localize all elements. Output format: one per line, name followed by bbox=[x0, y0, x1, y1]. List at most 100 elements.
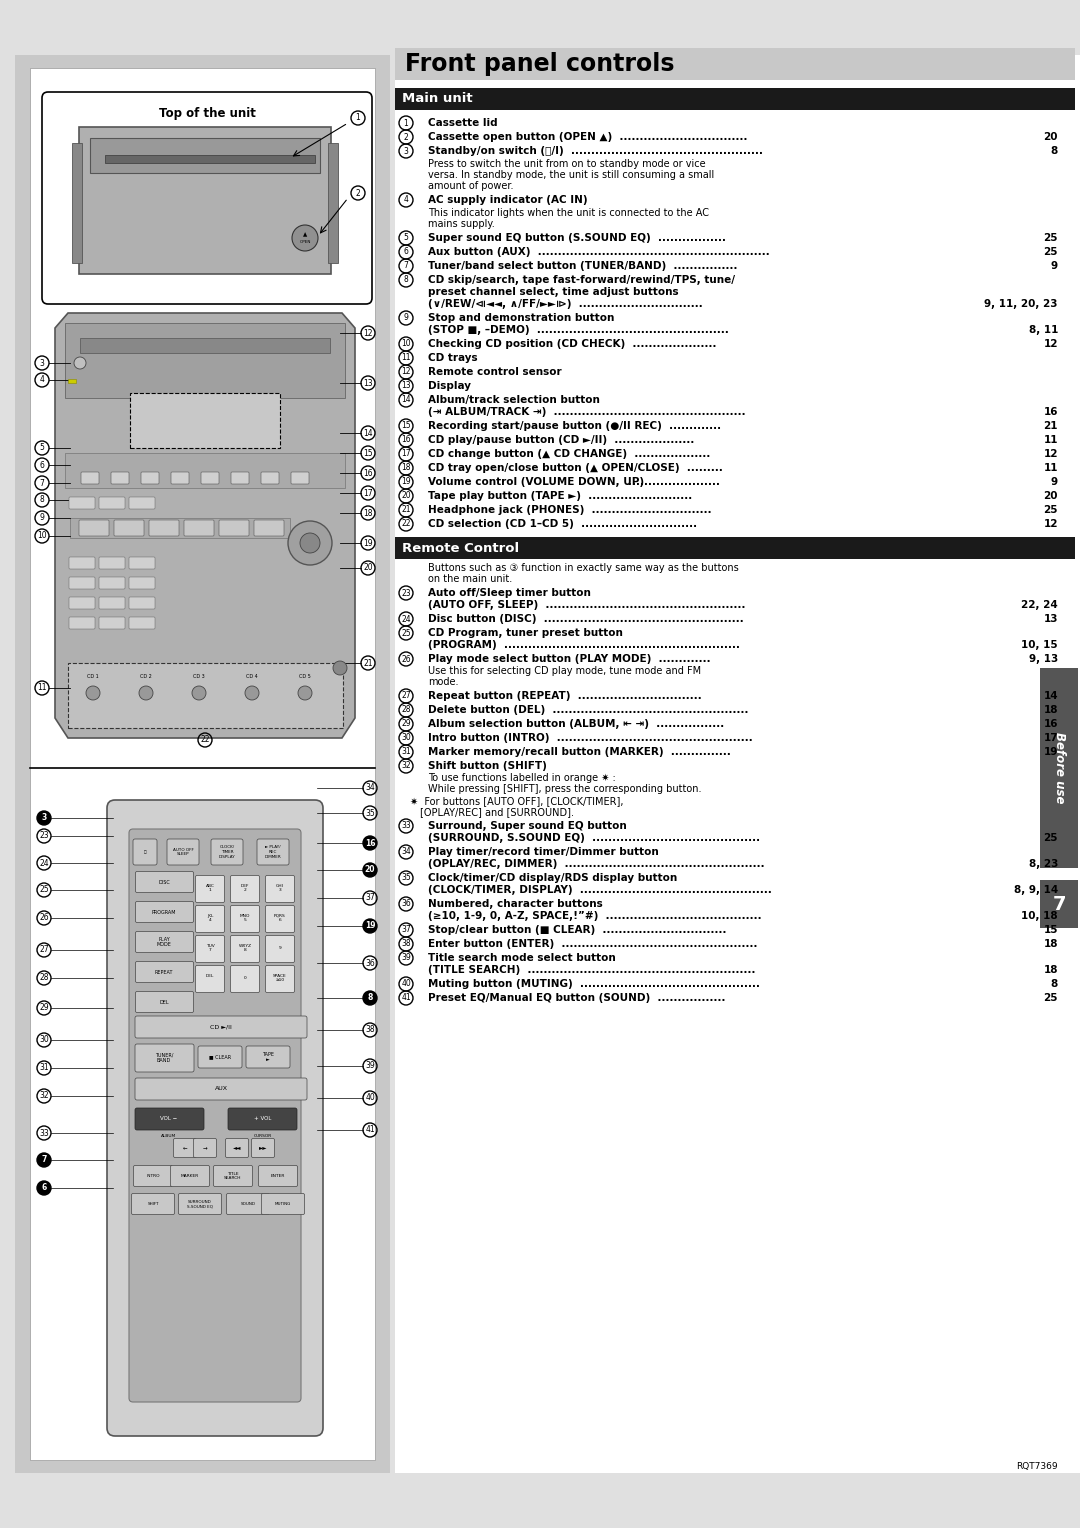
Text: 7: 7 bbox=[40, 478, 44, 487]
Text: Headphone jack (PHONES)  ..............................: Headphone jack (PHONES) ................… bbox=[428, 504, 712, 515]
Circle shape bbox=[363, 863, 377, 877]
Text: 21: 21 bbox=[1043, 422, 1058, 431]
Text: 5: 5 bbox=[40, 443, 44, 452]
Text: 17: 17 bbox=[1043, 733, 1058, 743]
FancyBboxPatch shape bbox=[114, 520, 144, 536]
Circle shape bbox=[37, 1181, 51, 1195]
Text: 11: 11 bbox=[1043, 463, 1058, 474]
Text: 37: 37 bbox=[401, 926, 410, 935]
Text: (STOP ■, –DEMO)  ................................................: (STOP ■, –DEMO) ........................… bbox=[428, 325, 729, 335]
Text: Remote control sensor: Remote control sensor bbox=[428, 367, 562, 377]
FancyBboxPatch shape bbox=[266, 935, 295, 963]
FancyBboxPatch shape bbox=[135, 961, 193, 983]
Text: 12: 12 bbox=[363, 329, 373, 338]
FancyBboxPatch shape bbox=[42, 92, 372, 304]
Text: 19: 19 bbox=[1043, 747, 1058, 756]
Text: Press to switch the unit from on to standby mode or vice: Press to switch the unit from on to stan… bbox=[428, 159, 705, 170]
Text: Auto off/Sleep timer button: Auto off/Sleep timer button bbox=[428, 588, 591, 597]
Text: TAPE
►: TAPE ► bbox=[262, 1051, 274, 1062]
FancyBboxPatch shape bbox=[135, 1077, 307, 1100]
Text: 8: 8 bbox=[1051, 979, 1058, 989]
Bar bbox=[72, 144, 82, 263]
Text: Cassette open button (OPEN ▲)  ................................: Cassette open button (OPEN ▲) ..........… bbox=[428, 131, 747, 142]
FancyBboxPatch shape bbox=[195, 906, 225, 932]
Text: on the main unit.: on the main unit. bbox=[428, 575, 512, 584]
Text: 34: 34 bbox=[365, 784, 375, 793]
FancyBboxPatch shape bbox=[79, 127, 330, 274]
FancyBboxPatch shape bbox=[69, 558, 95, 568]
Text: 15: 15 bbox=[401, 422, 410, 431]
Bar bbox=[65, 322, 345, 397]
Bar bbox=[1040, 880, 1078, 927]
Text: Recording start/pause button (●/II REC)  .............: Recording start/pause button (●/II REC) … bbox=[428, 422, 721, 431]
Text: 20: 20 bbox=[365, 865, 375, 874]
Text: 11: 11 bbox=[1043, 435, 1058, 445]
Text: 13: 13 bbox=[401, 382, 410, 391]
Text: (CLOCK/TIMER, DISPLAY)  ................................................: (CLOCK/TIMER, DISPLAY) .................… bbox=[428, 885, 772, 895]
Text: PQRS
6: PQRS 6 bbox=[274, 914, 286, 923]
Text: 17: 17 bbox=[401, 449, 410, 458]
Text: CLOCK/
TIMER
DISPLAY: CLOCK/ TIMER DISPLAY bbox=[218, 845, 235, 859]
Text: 18: 18 bbox=[1043, 704, 1058, 715]
Text: 18: 18 bbox=[402, 463, 410, 472]
Text: While pressing [SHIFT], press the corresponding button.: While pressing [SHIFT], press the corres… bbox=[428, 784, 702, 795]
Text: Preset EQ/Manual EQ button (SOUND)  .................: Preset EQ/Manual EQ button (SOUND) .....… bbox=[428, 993, 737, 1002]
Text: MUTING: MUTING bbox=[274, 1203, 292, 1206]
Bar bbox=[30, 69, 375, 1459]
FancyBboxPatch shape bbox=[291, 472, 309, 484]
Text: 11: 11 bbox=[37, 683, 46, 692]
FancyBboxPatch shape bbox=[129, 497, 156, 509]
Bar bbox=[80, 338, 330, 353]
Text: ►►: ►► bbox=[259, 1146, 267, 1151]
FancyBboxPatch shape bbox=[69, 617, 95, 630]
FancyBboxPatch shape bbox=[129, 597, 156, 610]
FancyBboxPatch shape bbox=[174, 1138, 197, 1158]
Text: 30: 30 bbox=[401, 733, 410, 743]
FancyBboxPatch shape bbox=[81, 472, 99, 484]
Text: 39: 39 bbox=[365, 1062, 375, 1071]
Text: 15: 15 bbox=[1043, 924, 1058, 935]
Text: ABC
1: ABC 1 bbox=[205, 883, 215, 892]
FancyBboxPatch shape bbox=[69, 597, 95, 610]
FancyBboxPatch shape bbox=[141, 472, 159, 484]
Text: 20: 20 bbox=[1043, 490, 1058, 501]
Text: 2: 2 bbox=[404, 133, 408, 142]
Text: CD 4: CD 4 bbox=[246, 674, 258, 678]
Text: 25: 25 bbox=[1043, 833, 1058, 843]
Text: 23: 23 bbox=[39, 831, 49, 840]
Text: 9: 9 bbox=[1051, 477, 1058, 487]
Bar bbox=[68, 663, 343, 727]
Text: Album selection button (ALBUM, ⇤ ⇥)  .................: Album selection button (ALBUM, ⇤ ⇥) ....… bbox=[428, 720, 725, 729]
FancyBboxPatch shape bbox=[254, 520, 284, 536]
Text: 27: 27 bbox=[401, 692, 410, 700]
Text: 9: 9 bbox=[279, 946, 282, 950]
Text: 8: 8 bbox=[40, 495, 44, 504]
FancyBboxPatch shape bbox=[257, 839, 289, 865]
Text: 38: 38 bbox=[365, 1025, 375, 1034]
Text: Cassette lid: Cassette lid bbox=[428, 118, 498, 128]
Text: 1: 1 bbox=[355, 113, 361, 122]
Text: 18: 18 bbox=[363, 509, 373, 518]
Text: Tuner/band select button (TUNER/BAND)  ................: Tuner/band select button (TUNER/BAND) ..… bbox=[428, 261, 738, 270]
Text: (PROGRAM)  ...........................................................: (PROGRAM) ..............................… bbox=[428, 640, 740, 649]
Text: 20: 20 bbox=[401, 492, 410, 501]
Text: 31: 31 bbox=[39, 1063, 49, 1073]
Text: 8, 9, 14: 8, 9, 14 bbox=[1014, 885, 1058, 895]
Text: Shift button (SHIFT): Shift button (SHIFT) bbox=[428, 761, 546, 772]
Circle shape bbox=[300, 533, 320, 553]
Text: 9, 11, 20, 23: 9, 11, 20, 23 bbox=[985, 299, 1058, 309]
FancyBboxPatch shape bbox=[69, 578, 95, 588]
FancyBboxPatch shape bbox=[214, 1166, 253, 1187]
Text: CD change button (▲ CD CHANGE)  ...................: CD change button (▲ CD CHANGE) .........… bbox=[428, 449, 711, 458]
Text: 8: 8 bbox=[1051, 147, 1058, 156]
Text: + VOL: + VOL bbox=[254, 1117, 272, 1122]
Text: (SURROUND, S.SOUND EQ)  ..........................................: (SURROUND, S.SOUND EQ) .................… bbox=[428, 833, 760, 843]
Text: Play timer/record timer/Dimmer button: Play timer/record timer/Dimmer button bbox=[428, 847, 659, 857]
Bar bbox=[395, 55, 1080, 1473]
Text: Stop and demonstration button: Stop and demonstration button bbox=[428, 313, 615, 322]
Text: DEL: DEL bbox=[159, 999, 168, 1004]
Text: 19: 19 bbox=[363, 538, 373, 547]
Text: CD Program, tuner preset button: CD Program, tuner preset button bbox=[428, 628, 623, 639]
Circle shape bbox=[245, 686, 259, 700]
Text: 3: 3 bbox=[40, 359, 44, 368]
